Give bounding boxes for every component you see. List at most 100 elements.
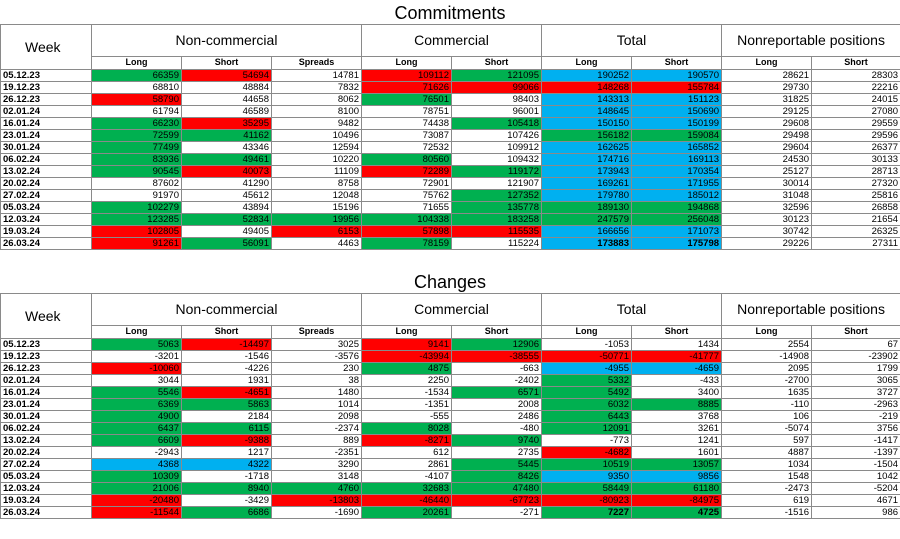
value-cell: 107426 xyxy=(451,129,542,142)
week-cell: 23.01.24 xyxy=(0,398,92,411)
value-cell: 52834 xyxy=(181,213,272,226)
value-cell: 143313 xyxy=(541,93,632,106)
value-cell: 73087 xyxy=(361,129,452,142)
table-row: 06.02.24 6437 6115 -2374 8028 -480 12091 3261 -5… xyxy=(0,422,900,435)
value-cell: 115535 xyxy=(451,225,542,238)
value-cell: 109112 xyxy=(361,69,452,82)
value-cell: 29498 xyxy=(721,129,813,142)
value-cell: 8885 xyxy=(630,398,723,411)
value-cell: -43994 xyxy=(361,350,452,363)
table-row: 27.02.24 4368 4322 3290 2861 5445 10519 13057 10… xyxy=(0,458,900,471)
week-cell: 05.03.24 xyxy=(0,470,92,483)
value-cell: 2008 xyxy=(451,398,542,411)
value-cell: 19956 xyxy=(271,213,362,226)
value-cell: -1417 xyxy=(811,434,900,447)
group-header-total: Total xyxy=(540,293,723,326)
value-cell: 25127 xyxy=(721,165,813,178)
value-cell: 2098 xyxy=(271,410,362,423)
value-cell: -8271 xyxy=(361,434,452,447)
subheader-long: Long xyxy=(91,324,182,340)
value-cell: -4651 xyxy=(181,386,272,399)
value-cell: -3429 xyxy=(181,494,272,507)
value-cell: 230 xyxy=(271,362,362,375)
value-cell: 6115 xyxy=(181,422,272,435)
value-cell: 40073 xyxy=(181,165,272,178)
value-cell: -1351 xyxy=(361,398,452,411)
group-header-total: Total xyxy=(540,24,723,57)
value-cell: 58449 xyxy=(541,482,632,495)
table-row: 02.01.24 3044 1931 38 2250 -2402 5332 -433 -2700… xyxy=(0,374,900,387)
value-cell: 121095 xyxy=(451,69,542,82)
value-cell: 30133 xyxy=(811,153,900,166)
value-cell: 83936 xyxy=(91,153,182,166)
week-header: Week xyxy=(0,24,92,70)
value-cell: 6571 xyxy=(451,386,542,399)
value-cell: 61180 xyxy=(630,482,723,495)
group-header-commercial: Commercial xyxy=(361,24,542,57)
value-cell: 597 xyxy=(721,434,813,447)
value-cell: 175798 xyxy=(630,237,723,250)
value-cell: 165852 xyxy=(630,141,723,154)
value-cell: 98403 xyxy=(451,93,542,106)
value-cell: 169113 xyxy=(630,153,723,166)
table-row: 16.01.24 5546 -4651 1480 -1534 6571 5492 3400 16… xyxy=(0,386,900,399)
table-row: 12.03.24 123285 52834 19956 104338 183258 2475… xyxy=(0,213,900,226)
value-cell: 106 xyxy=(721,410,813,423)
value-cell: 2184 xyxy=(181,410,272,423)
value-cell: 6609 xyxy=(91,434,182,447)
value-cell: 56091 xyxy=(181,237,272,250)
value-cell: 44658 xyxy=(181,93,272,106)
week-cell: 13.02.24 xyxy=(0,165,92,178)
value-cell: 162625 xyxy=(541,141,632,154)
value-cell: 9856 xyxy=(630,470,723,483)
group-header-commercial: Commercial xyxy=(361,293,542,326)
subheader-long: Long xyxy=(91,55,182,71)
value-cell: 8940 xyxy=(181,482,272,495)
value-cell: 986 xyxy=(811,506,900,519)
value-cell: -41777 xyxy=(630,350,723,363)
subheader-long: Long xyxy=(541,324,632,340)
table-row: 19.12.23 -3201 -1546 -3576 -43994 -38555 -5077… xyxy=(0,350,900,363)
value-cell: 104338 xyxy=(361,213,452,226)
value-cell: 1241 xyxy=(630,434,723,447)
value-cell: 24530 xyxy=(721,153,813,166)
value-cell: 5445 xyxy=(451,458,542,471)
value-cell: 29226 xyxy=(721,237,813,250)
value-cell: 2735 xyxy=(451,446,542,459)
subheader-short: Short xyxy=(811,55,900,71)
value-cell: 619 xyxy=(721,494,813,507)
group-header-non-commercial: Non-commercial xyxy=(91,24,362,57)
value-cell: 1434 xyxy=(630,338,723,351)
value-cell: 166656 xyxy=(541,225,632,238)
value-cell: -773 xyxy=(541,434,632,447)
value-cell: 66359 xyxy=(91,69,182,82)
value-cell: 148268 xyxy=(541,81,632,94)
table-row: 30.01.24 4900 2184 2098 -555 2486 6443 3768 106-… xyxy=(0,410,900,423)
value-cell: 150690 xyxy=(630,105,723,118)
value-cell: -14908 xyxy=(721,350,813,363)
value-cell: 12048 xyxy=(271,189,362,202)
value-cell: 4875 xyxy=(361,362,452,375)
value-cell: 148645 xyxy=(541,105,632,118)
value-cell: -2963 xyxy=(811,398,900,411)
value-cell: 119172 xyxy=(451,165,542,178)
value-cell: 87602 xyxy=(91,177,182,190)
week-cell: 20.02.24 xyxy=(0,446,92,459)
value-cell: 2861 xyxy=(361,458,452,471)
value-cell: 72532 xyxy=(361,141,452,154)
value-cell: -20480 xyxy=(91,494,182,507)
value-cell: 6686 xyxy=(181,506,272,519)
value-cell: 30014 xyxy=(721,177,813,190)
value-cell: 77499 xyxy=(91,141,182,154)
week-cell: 26.12.23 xyxy=(0,362,92,375)
value-cell: 185012 xyxy=(630,189,723,202)
value-cell: -9388 xyxy=(181,434,272,447)
table-row: 05.03.24 10309 -1718 3148 -4107 8426 9350 9856 1… xyxy=(0,470,900,483)
value-cell: 26377 xyxy=(811,141,900,154)
value-cell: 91261 xyxy=(91,237,182,250)
week-cell: 05.12.23 xyxy=(0,338,92,351)
week-cell: 19.03.24 xyxy=(0,225,92,238)
value-cell: 27320 xyxy=(811,177,900,190)
value-cell: 4322 xyxy=(181,458,272,471)
value-cell: 72599 xyxy=(91,129,182,142)
